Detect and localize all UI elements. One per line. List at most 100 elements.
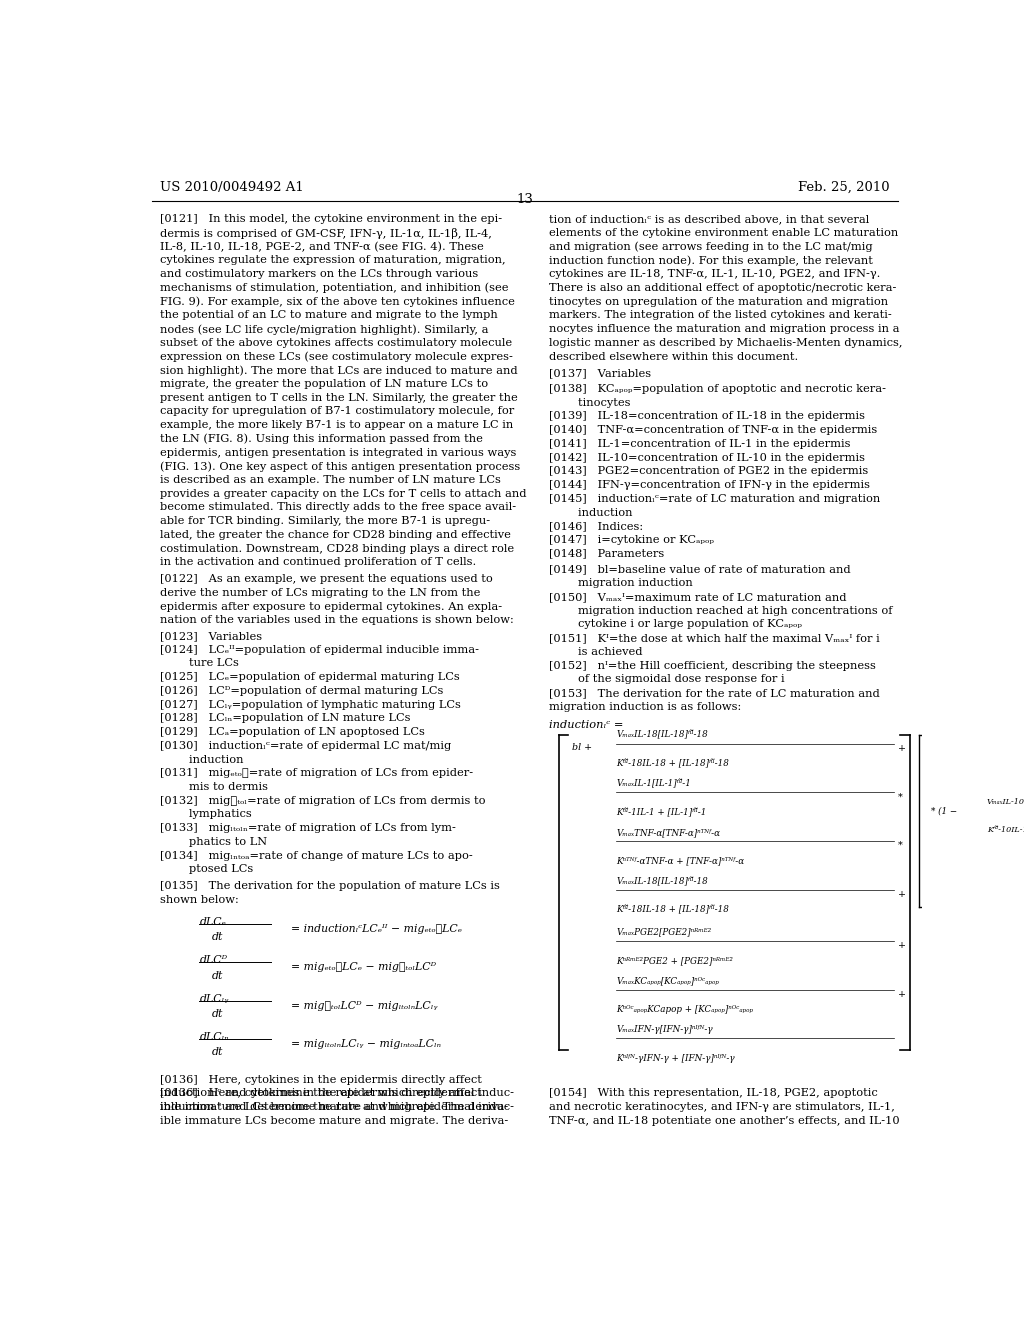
Text: and migration (see arrows feeding in to the LC mat/mig: and migration (see arrows feeding in to … xyxy=(549,242,872,252)
Text: nodes (see LC life cycle/migration highlight). Similarly, a: nodes (see LC life cycle/migration highl… xyxy=(160,325,488,335)
Text: present antigen to T cells in the LN. Similarly, the greater the: present antigen to T cells in the LN. Si… xyxy=(160,392,517,403)
Text: migrate, the greater the population of LN mature LCs to: migrate, the greater the population of L… xyxy=(160,379,487,389)
Text: Kⁿᵀᴺᶠ-αTNF-α + [TNF-α]ⁿᵀᴺᶠ-α: Kⁿᵀᴺᶠ-αTNF-α + [TNF-α]ⁿᵀᴺᶠ-α xyxy=(616,857,744,866)
Text: [0128]   LCₗₙ=population of LN mature LCs: [0128] LCₗₙ=population of LN mature LCs xyxy=(160,713,411,723)
Text: able for TCR binding. Similarly, the more B7-1 is upregu-: able for TCR binding. Similarly, the mor… xyxy=(160,516,489,527)
Text: VₘₐₓIL-10[IL-1]ⁿᴵ᷉-10: VₘₐₓIL-10[IL-1]ⁿᴵ᷉-10 xyxy=(987,797,1024,807)
Text: US 2010/0049492 A1: US 2010/0049492 A1 xyxy=(160,181,303,194)
Text: [0141]   IL-1=concentration of IL-1 in the epidermis: [0141] IL-1=concentration of IL-1 in the… xyxy=(549,440,850,449)
Text: mechanisms of stimulation, potentiation, and inhibition (see: mechanisms of stimulation, potentiation,… xyxy=(160,282,508,293)
Text: * (1 −: * (1 − xyxy=(931,807,957,814)
Text: [0131]   migₑₜₒ₞=rate of migration of LCs from epider-: [0131] migₑₜₒ₞=rate of migration of LCs … xyxy=(160,768,473,779)
Text: nation of the variables used in the equations is shown below:: nation of the variables used in the equa… xyxy=(160,615,513,626)
Text: VₘₐₓTNF-α[TNF-α]ⁿᵀᴺᶠ-α: VₘₐₓTNF-α[TNF-α]ⁿᵀᴺᶠ-α xyxy=(616,828,720,837)
Text: logistic manner as described by Michaelis-Menten dynamics,: logistic manner as described by Michaeli… xyxy=(549,338,902,347)
Text: [0142]   IL-10=concentration of IL-10 in the epidermis: [0142] IL-10=concentration of IL-10 in t… xyxy=(549,453,864,462)
Text: [0123]   Variables: [0123] Variables xyxy=(160,631,262,642)
Text: [0152]   nᴵ=the Hill coefficient, describing the steepness: [0152] nᴵ=the Hill coefficient, describi… xyxy=(549,660,876,671)
Text: and necrotic keratinocytes, and IFN-γ are stimulators, IL-1,: and necrotic keratinocytes, and IFN-γ ar… xyxy=(549,1102,895,1113)
Text: cytokine i or large population of KCₐₚₒₚ: cytokine i or large population of KCₐₚₒₚ xyxy=(549,619,802,630)
Text: Kⁿᴵ᷉-18IL-18 + [IL-18]ⁿᴵ᷉-18: Kⁿᴵ᷉-18IL-18 + [IL-18]ⁿᴵ᷉-18 xyxy=(616,906,729,915)
Text: ture LCs: ture LCs xyxy=(160,659,239,668)
Text: inductionₗᶜ and determine the rate at which epidermal induc-: inductionₗᶜ and determine the rate at wh… xyxy=(160,1088,514,1098)
Text: [0146]   Indices:: [0146] Indices: xyxy=(549,521,643,531)
Text: VₘₐₓIL-18[IL-18]ⁿᴵ᷉-18: VₘₐₓIL-18[IL-18]ⁿᴵ᷉-18 xyxy=(616,730,708,739)
Text: example, the more likely B7-1 is to appear on a mature LC in: example, the more likely B7-1 is to appe… xyxy=(160,420,513,430)
Text: dt: dt xyxy=(211,932,222,942)
Text: Kⁿᴵᶠᴺ-γIFN-γ + [IFN-γ]ⁿᴵᶠᴺ-γ: Kⁿᴵᶠᴺ-γIFN-γ + [IFN-γ]ⁿᴵᶠᴺ-γ xyxy=(616,1053,734,1063)
Text: VₘₐₓIL-1[IL-1]ⁿᴵ᷉-1: VₘₐₓIL-1[IL-1]ⁿᴵ᷉-1 xyxy=(616,779,691,788)
Text: migration induction: migration induction xyxy=(549,578,692,589)
Text: the LN (FIG. 8). Using this information passed from the: the LN (FIG. 8). Using this information … xyxy=(160,434,482,445)
Text: shown below:: shown below: xyxy=(160,895,239,904)
Text: [0138]   KCₐₚₒₚ=population of apoptotic and necrotic kera-: [0138] KCₐₚₒₚ=population of apoptotic an… xyxy=(549,384,886,395)
Text: migration induction is as follows:: migration induction is as follows: xyxy=(549,702,740,711)
Text: induction: induction xyxy=(160,755,244,764)
Text: = migₑₜₒ₞LCₑ − mig₞ₜₒₗLCᴰ: = migₑₜₒ₞LCₑ − mig₞ₜₒₗLCᴰ xyxy=(291,962,436,973)
Text: FIG. 9). For example, six of the above ten cytokines influence: FIG. 9). For example, six of the above t… xyxy=(160,297,515,308)
Text: markers. The integration of the listed cytokines and kerati-: markers. The integration of the listed c… xyxy=(549,310,891,321)
Text: cytokines are IL-18, TNF-α, IL-1, IL-10, PGE2, and IFN-γ.: cytokines are IL-18, TNF-α, IL-1, IL-10,… xyxy=(549,269,880,280)
Text: nocytes influence the maturation and migration process in a: nocytes influence the maturation and mig… xyxy=(549,325,899,334)
Text: dt: dt xyxy=(211,970,222,981)
Text: [0135]   The derivation for the population of mature LCs is: [0135] The derivation for the population… xyxy=(160,880,500,891)
Text: cytokines regulate the expression of maturation, migration,: cytokines regulate the expression of mat… xyxy=(160,256,506,265)
Text: [0126]   LCᴰ=population of dermal maturing LCs: [0126] LCᴰ=population of dermal maturing… xyxy=(160,686,443,696)
Text: inductionₗᶜ =: inductionₗᶜ = xyxy=(549,721,623,730)
Text: [0149]   bl=baseline value of rate of maturation and: [0149] bl=baseline value of rate of matu… xyxy=(549,565,850,574)
Text: dLCₗᵧ: dLCₗᵧ xyxy=(200,994,228,1003)
Text: = migₗₜₒₗₙLCₗᵧ − migₗₙₜₒₐLCₗₙ: = migₗₜₒₗₙLCₗᵧ − migₗₙₜₒₐLCₗₙ xyxy=(291,1039,440,1049)
Text: TNF-α, and IL-18 potentiate one another’s effects, and IL-10: TNF-α, and IL-18 potentiate one another’… xyxy=(549,1115,899,1126)
Text: [0129]   LCₐ=population of LN apoptosed LCs: [0129] LCₐ=population of LN apoptosed LC… xyxy=(160,727,425,737)
Text: dt: dt xyxy=(211,1047,222,1057)
Text: (FIG. 13). One key aspect of this antigen presentation process: (FIG. 13). One key aspect of this antige… xyxy=(160,461,520,471)
Text: [0150]   Vₘₐₓᴵ=maximum rate of LC maturation and: [0150] Vₘₐₓᴵ=maximum rate of LC maturati… xyxy=(549,591,846,602)
Text: dt: dt xyxy=(211,1008,222,1019)
Text: [0133]   migₗₜₒₗₙ=rate of migration of LCs from lym-: [0133] migₗₜₒₗₙ=rate of migration of LCs… xyxy=(160,824,456,833)
Text: [0139]   IL-18=concentration of IL-18 in the epidermis: [0139] IL-18=concentration of IL-18 in t… xyxy=(549,412,864,421)
Text: [0136]   Here, cytokines in the epidermis directly affect: [0136] Here, cytokines in the epidermis … xyxy=(160,1089,481,1098)
Text: derive the number of LCs migrating to the LN from the: derive the number of LCs migrating to th… xyxy=(160,587,480,598)
Text: [0144]   IFN-γ=concentration of IFN-γ in the epidermis: [0144] IFN-γ=concentration of IFN-γ in t… xyxy=(549,480,869,490)
Text: [0147]   i=cytokine or KCₐₚₒₚ: [0147] i=cytokine or KCₐₚₒₚ xyxy=(549,535,714,545)
Text: lymphatics: lymphatics xyxy=(160,809,252,820)
Text: = mig₞ₜₒₗLCᴰ − migₗₜₒₗₙLCₗᵧ: = mig₞ₜₒₗLCᴰ − migₗₜₒₗₙLCₗᵧ xyxy=(291,1001,437,1011)
Text: costimulation. Downstream, CD28 binding plays a direct role: costimulation. Downstream, CD28 binding … xyxy=(160,544,514,553)
Text: [0121]   In this model, the cytokine environment in the epi-: [0121] In this model, the cytokine envir… xyxy=(160,214,502,224)
Text: [0134]   migₗₙₜₒₐ=rate of change of mature LCs to apo-: [0134] migₗₙₜₒₐ=rate of change of mature… xyxy=(160,850,472,861)
Text: tinocytes: tinocytes xyxy=(549,397,630,408)
Text: ible immature LCs become mature and migrate. The deriva-: ible immature LCs become mature and migr… xyxy=(160,1115,508,1126)
Text: epidermis, antigen presentation is integrated in various ways: epidermis, antigen presentation is integ… xyxy=(160,447,516,458)
Text: induction function node). For this example, the relevant: induction function node). For this examp… xyxy=(549,256,872,267)
Text: dermis is comprised of GM-CSF, IFN-γ, IL-1α, IL-1β, IL-4,: dermis is comprised of GM-CSF, IFN-γ, IL… xyxy=(160,228,492,239)
Text: dLCₗₙ: dLCₗₙ xyxy=(200,1032,229,1041)
Text: [0137]   Variables: [0137] Variables xyxy=(549,368,650,379)
Text: the potential of an LC to mature and migrate to the lymph: the potential of an LC to mature and mig… xyxy=(160,310,498,321)
Text: described elsewhere within this document.: described elsewhere within this document… xyxy=(549,351,798,362)
Text: 13: 13 xyxy=(516,193,534,206)
Text: [0127]   LCₗᵧ=population of lymphatic maturing LCs: [0127] LCₗᵧ=population of lymphatic matu… xyxy=(160,700,461,710)
Text: [0154]   With this representation, IL-18, PGE2, apoptotic: [0154] With this representation, IL-18, … xyxy=(549,1089,878,1098)
Text: expression on these LCs (see costimulatory molecule expres-: expression on these LCs (see costimulato… xyxy=(160,351,513,362)
Text: migration induction reached at high concentrations of: migration induction reached at high conc… xyxy=(549,606,892,615)
Text: provides a greater capacity on the LCs for T cells to attach and: provides a greater capacity on the LCs f… xyxy=(160,488,526,499)
Text: sion highlight). The more that LCs are induced to mature and: sion highlight). The more that LCs are i… xyxy=(160,366,517,376)
Text: in the activation and continued proliferation of T cells.: in the activation and continued prolifer… xyxy=(160,557,476,568)
Text: *: * xyxy=(898,841,903,850)
Text: epidermis after exposure to epidermal cytokines. An expla-: epidermis after exposure to epidermal cy… xyxy=(160,602,502,611)
Text: phatics to LN: phatics to LN xyxy=(160,837,267,847)
Text: induction: induction xyxy=(549,507,632,517)
Text: capacity for upregulation of B7-1 costimulatory molecule, for: capacity for upregulation of B7-1 costim… xyxy=(160,407,514,416)
Text: [0143]   PGE2=concentration of PGE2 in the epidermis: [0143] PGE2=concentration of PGE2 in the… xyxy=(549,466,868,477)
Text: [0136]   Here, cytokines in the epidermis directly affect: [0136] Here, cytokines in the epidermis … xyxy=(160,1074,481,1085)
Text: tinocytes on upregulation of the maturation and migration: tinocytes on upregulation of the maturat… xyxy=(549,297,888,306)
Text: Kⁿᴵ᷉-10IL-10 + [IL-10]ⁿᴵ᷉-10: Kⁿᴵ᷉-10IL-10 + [IL-10]ⁿᴵ᷉-10 xyxy=(987,826,1024,834)
Text: VₘₐₓIL-18[IL-18]ⁿᴵ᷉-18: VₘₐₓIL-18[IL-18]ⁿᴵ᷉-18 xyxy=(616,876,708,886)
Text: mis to dermis: mis to dermis xyxy=(160,781,267,792)
Text: +: + xyxy=(898,890,906,899)
Text: dLCₑ: dLCₑ xyxy=(200,917,226,927)
Text: [0151]   Kᴵ=the dose at which half the maximal Vₘₐₓᴵ for i: [0151] Kᴵ=the dose at which half the max… xyxy=(549,634,880,643)
Text: [0130]   inductionₗᶜ=rate of epidermal LC mat/mig: [0130] inductionₗᶜ=rate of epidermal LC … xyxy=(160,741,451,751)
Text: is achieved: is achieved xyxy=(549,647,642,657)
Text: [0125]   LCₑ=population of epidermal maturing LCs: [0125] LCₑ=population of epidermal matur… xyxy=(160,672,460,682)
